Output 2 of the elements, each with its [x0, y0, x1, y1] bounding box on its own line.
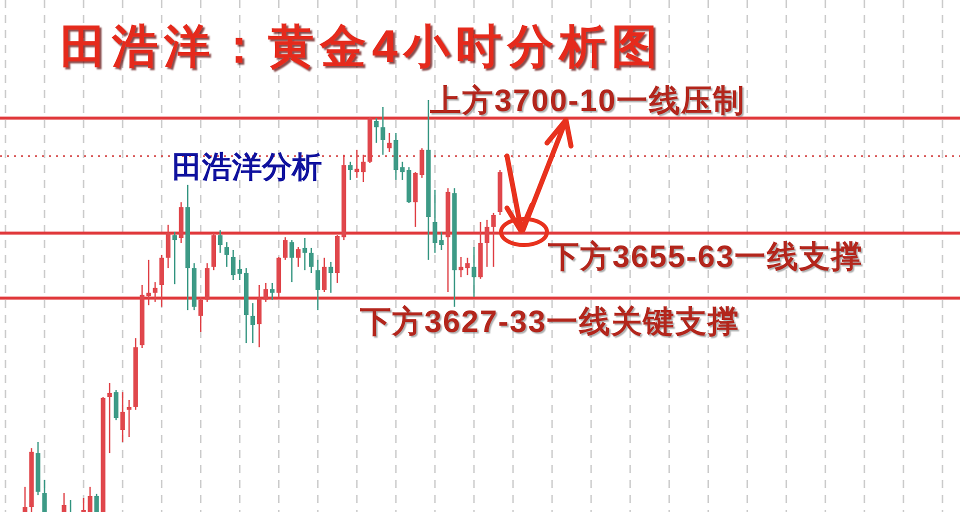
annotation: 田浩洋分析 — [172, 151, 322, 184]
title: 田浩洋：黄金4小时分析图 — [60, 20, 664, 72]
